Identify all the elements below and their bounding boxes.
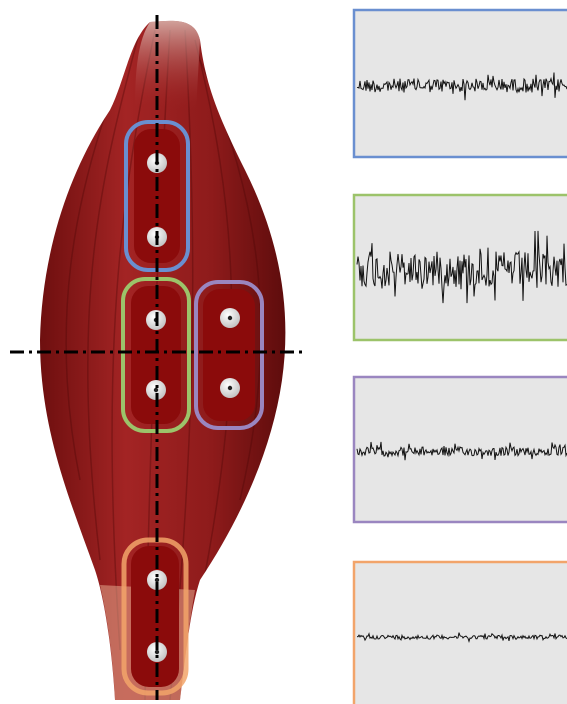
electrode-center (228, 386, 232, 390)
signal-panels (354, 10, 567, 704)
signal-panel (354, 562, 567, 704)
electrode-center (155, 578, 159, 582)
tendon-top (135, 21, 200, 110)
diagram (0, 0, 567, 704)
electrode-center (228, 316, 232, 320)
signal-panel (354, 377, 567, 522)
electrode-center (155, 650, 159, 654)
electrode-center (154, 388, 158, 392)
electrode-pad (131, 546, 179, 687)
page: (() => { const data = JSON.parse(documen… (0, 0, 567, 704)
